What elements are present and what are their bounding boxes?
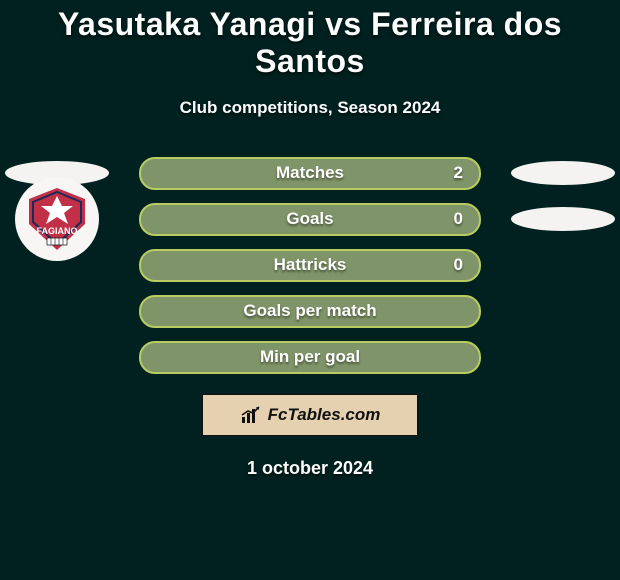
brand-text: FcTables.com [268, 405, 381, 425]
brand-box[interactable]: FcTables.com [202, 394, 418, 436]
stat-bar-goals-per-match: Goals per match [139, 295, 481, 328]
stat-label: Matches [276, 163, 344, 183]
subtitle: Club competitions, Season 2024 [0, 98, 620, 118]
stat-value-right: 0 [454, 209, 463, 229]
stat-bar-matches: Matches 2 [139, 157, 481, 190]
stat-rows: Matches 2 FAGIANO [0, 150, 620, 380]
right-ellipse [511, 161, 615, 185]
stat-value-right: 2 [454, 163, 463, 183]
page-title: Yasutaka Yanagi vs Ferreira dos Santos [0, 0, 620, 80]
stat-label: Goals [286, 209, 333, 229]
svg-text:FAGIANO: FAGIANO [36, 226, 77, 236]
stat-value-right: 0 [454, 255, 463, 275]
brand-chart-icon [240, 405, 262, 425]
club-badge: FAGIANO [15, 177, 99, 261]
stat-row: FAGIANO Goals 0 [0, 196, 620, 242]
stat-label: Hattricks [274, 255, 347, 275]
left-side-slot: FAGIANO [5, 177, 109, 261]
date-text: 1 october 2024 [0, 458, 620, 479]
stat-label: Goals per match [243, 301, 376, 321]
right-side-slot [511, 207, 615, 231]
stat-row: Min per goal [0, 334, 620, 380]
stat-bar-hattricks: Hattricks 0 [139, 249, 481, 282]
stat-bar-goals: Goals 0 [139, 203, 481, 236]
right-side-slot [511, 161, 615, 185]
club-badge-icon: FAGIANO [22, 184, 92, 254]
stat-label: Min per goal [260, 347, 360, 367]
stat-row: Goals per match [0, 288, 620, 334]
stat-bar-min-per-goal: Min per goal [139, 341, 481, 374]
right-ellipse [511, 207, 615, 231]
